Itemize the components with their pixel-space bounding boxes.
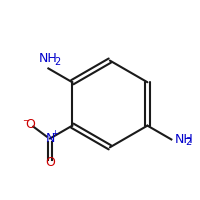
Text: +: + xyxy=(52,129,58,138)
Text: 2: 2 xyxy=(185,137,191,147)
Text: NH: NH xyxy=(174,133,193,146)
Text: 2: 2 xyxy=(55,57,61,67)
Text: NH: NH xyxy=(39,52,58,65)
Text: O: O xyxy=(25,118,35,131)
Text: N: N xyxy=(45,132,55,145)
Text: −: − xyxy=(22,116,29,125)
Text: O: O xyxy=(45,156,55,169)
